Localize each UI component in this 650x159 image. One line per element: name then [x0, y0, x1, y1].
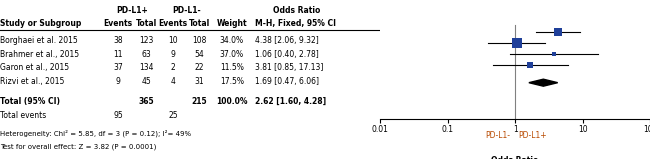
Text: Brahmer et al., 2015: Brahmer et al., 2015 [1, 50, 79, 59]
Text: 4: 4 [170, 77, 176, 86]
Text: 17.5%: 17.5% [220, 77, 244, 86]
Text: Events: Events [159, 19, 188, 28]
Text: 22: 22 [195, 63, 204, 72]
Polygon shape [529, 79, 558, 86]
Text: Study or Subgroup: Study or Subgroup [1, 19, 82, 28]
Text: 45: 45 [142, 77, 151, 86]
Text: PD-L1+: PD-L1+ [518, 131, 547, 140]
Text: Events: Events [103, 19, 133, 28]
Text: 54: 54 [195, 50, 205, 59]
Text: Borghaei et al. 2015: Borghaei et al. 2015 [1, 36, 78, 45]
Text: 108: 108 [192, 36, 207, 45]
Text: M-H, Fixed, 95% CI: M-H, Fixed, 95% CI [255, 19, 336, 28]
Text: 9: 9 [170, 50, 176, 59]
Text: 215: 215 [192, 97, 207, 106]
Text: 37.0%: 37.0% [220, 50, 244, 59]
Text: 38: 38 [113, 36, 123, 45]
Text: 11.5%: 11.5% [220, 63, 244, 72]
Text: Heterogeneity: Chi² = 5.85, df = 3 (P = 0.12); I²= 49%: Heterogeneity: Chi² = 5.85, df = 3 (P = … [1, 129, 192, 137]
Text: 123: 123 [139, 36, 153, 45]
Text: 10: 10 [168, 36, 178, 45]
Text: Garon et al., 2015: Garon et al., 2015 [1, 63, 70, 72]
Text: 365: 365 [138, 97, 154, 106]
Text: Odds Ratio: Odds Ratio [273, 6, 320, 15]
Text: 100.0%: 100.0% [216, 97, 248, 106]
Text: Total events: Total events [1, 111, 47, 120]
Text: 31: 31 [195, 77, 205, 86]
Text: 34.0%: 34.0% [220, 36, 244, 45]
Text: 63: 63 [142, 50, 151, 59]
Text: PD-L1-: PD-L1- [172, 6, 201, 15]
Text: PD-L1+: PD-L1+ [116, 6, 148, 15]
Text: Total (95% CI): Total (95% CI) [1, 97, 60, 106]
Text: Weight: Weight [216, 19, 247, 28]
Text: 95: 95 [113, 111, 123, 120]
Text: Test for overall effect: Z = 3.82 (P = 0.0001): Test for overall effect: Z = 3.82 (P = 0… [1, 144, 157, 150]
Text: 25: 25 [168, 111, 178, 120]
Text: PD-L1-: PD-L1- [485, 131, 510, 140]
Text: 134: 134 [139, 63, 153, 72]
Text: Total: Total [189, 19, 210, 28]
Text: 2: 2 [171, 63, 176, 72]
Text: Odds Ratio
M-H, Fixed, 95% CI: Odds Ratio M-H, Fixed, 95% CI [474, 156, 556, 159]
Text: 1.69 [0.47, 6.06]: 1.69 [0.47, 6.06] [255, 77, 318, 86]
Text: 9: 9 [116, 77, 120, 86]
Text: 4.38 [2.06, 9.32]: 4.38 [2.06, 9.32] [255, 36, 318, 45]
Text: Rizvi et al., 2015: Rizvi et al., 2015 [1, 77, 65, 86]
Text: 37: 37 [113, 63, 123, 72]
Text: 2.62 [1.60, 4.28]: 2.62 [1.60, 4.28] [255, 97, 326, 106]
Text: 1.06 [0.40, 2.78]: 1.06 [0.40, 2.78] [255, 50, 318, 59]
Text: Total: Total [136, 19, 157, 28]
Text: 11: 11 [113, 50, 123, 59]
Text: 3.81 [0.85, 17.13]: 3.81 [0.85, 17.13] [255, 63, 323, 72]
